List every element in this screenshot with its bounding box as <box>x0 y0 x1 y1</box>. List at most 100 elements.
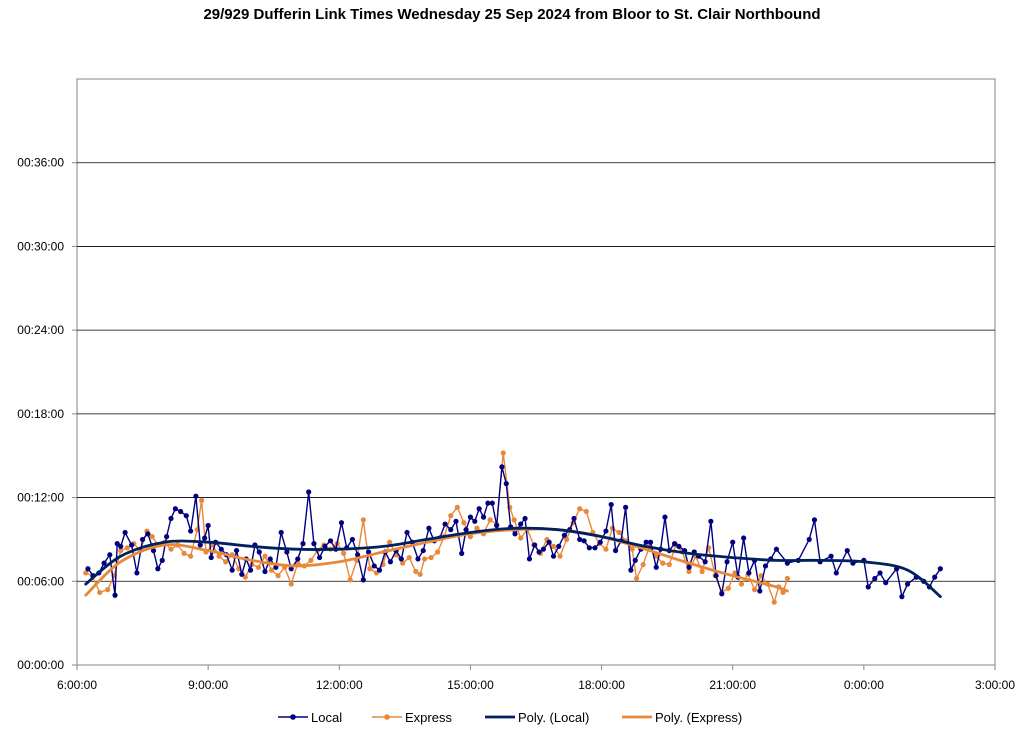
data-point-express <box>500 450 506 456</box>
data-point-local <box>581 538 587 544</box>
data-point-express <box>629 546 635 552</box>
data-point-local <box>85 566 91 572</box>
x-tick-label: 0:00:00 <box>844 678 884 692</box>
data-point-local <box>899 594 905 600</box>
data-point-local <box>355 552 361 558</box>
data-point-local <box>662 514 668 520</box>
data-point-local <box>536 549 542 555</box>
legend-marker <box>290 714 296 720</box>
data-point-express <box>124 545 130 551</box>
data-point-local <box>512 531 518 537</box>
data-point-express <box>168 546 174 552</box>
x-tick-label: 15:00:00 <box>447 678 494 692</box>
data-point-local <box>112 592 118 598</box>
data-point-local <box>463 527 469 533</box>
data-point-express <box>771 599 777 605</box>
trendline-poly-local- <box>84 526 942 598</box>
data-point-local <box>719 591 725 597</box>
data-point-express <box>149 534 155 540</box>
data-point-local <box>724 559 730 565</box>
data-point-local <box>360 577 366 583</box>
data-point-local <box>489 500 495 506</box>
data-point-local <box>828 553 834 559</box>
data-point-local <box>686 564 692 570</box>
data-point-express <box>428 554 434 561</box>
data-point-express <box>461 520 467 526</box>
data-point-express <box>288 581 294 587</box>
data-point-local <box>415 556 421 562</box>
data-point-express <box>550 543 557 550</box>
data-point-local <box>540 546 547 552</box>
data-point-express <box>511 517 517 523</box>
data-point-local <box>365 549 372 555</box>
data-point-local <box>295 556 301 562</box>
data-point-local <box>746 570 752 576</box>
data-point-express <box>603 546 609 552</box>
data-point-local <box>597 539 603 545</box>
data-point-express <box>738 581 745 587</box>
data-point-local <box>202 535 208 541</box>
data-point-local <box>229 567 235 573</box>
x-tick-label: 12:00:00 <box>316 678 363 692</box>
data-point-local <box>426 525 432 531</box>
data-point-local <box>155 566 161 572</box>
data-point-express <box>474 525 480 531</box>
data-point-local <box>218 546 224 552</box>
data-point-local <box>485 500 491 506</box>
x-tick-label: 6:00:00 <box>57 678 97 692</box>
data-point-local <box>376 567 383 573</box>
data-point-local <box>284 549 290 555</box>
data-point-express <box>417 571 423 577</box>
data-point-local <box>872 575 878 582</box>
data-point-local <box>702 559 708 565</box>
data-point-local <box>442 521 448 527</box>
data-point-local <box>503 481 509 487</box>
data-point-local <box>311 541 317 547</box>
data-point-express <box>686 568 692 575</box>
data-point-express <box>255 564 262 570</box>
data-point-local <box>757 588 763 594</box>
data-point-local <box>877 570 883 576</box>
data-point-local <box>773 546 780 552</box>
data-point-local <box>522 515 528 522</box>
data-point-local <box>188 528 194 534</box>
data-point-express <box>268 567 275 573</box>
y-tick-label: 00:24:00 <box>17 323 64 337</box>
data-point-express <box>784 575 790 582</box>
data-point-express <box>633 575 640 582</box>
chart-title: 29/929 Dufferin Link Times Wednesday 25 … <box>203 6 821 23</box>
data-point-local <box>612 547 619 554</box>
data-point-local <box>586 545 592 551</box>
data-point-express <box>421 556 428 562</box>
data-point-local <box>865 584 871 590</box>
data-point-express <box>262 553 268 559</box>
data-point-local <box>623 504 629 510</box>
data-point-local <box>172 506 178 512</box>
data-point-local <box>883 580 889 586</box>
data-point-local <box>193 493 199 499</box>
data-point-local <box>300 541 306 547</box>
data-point-express <box>188 553 194 559</box>
data-point-local <box>178 508 184 515</box>
data-point-local <box>288 566 294 572</box>
data-point-express <box>97 589 103 596</box>
x-tick-label: 9:00:00 <box>188 678 228 692</box>
data-point-local <box>168 515 174 522</box>
data-point-local <box>205 522 211 529</box>
data-point-local <box>526 556 533 562</box>
data-point-local <box>262 568 268 575</box>
data-point-local <box>571 515 577 522</box>
data-point-local <box>556 543 562 550</box>
y-tick-label: 00:30:00 <box>17 239 64 253</box>
data-point-express <box>448 513 454 519</box>
legend-item-express: Express <box>372 710 452 725</box>
grid-lines <box>77 162 995 582</box>
y-tick-label: 00:12:00 <box>17 491 64 505</box>
data-point-local <box>480 514 487 520</box>
trendline-poly-express- <box>84 527 789 597</box>
data-point-local <box>338 520 345 526</box>
data-point-local <box>197 542 203 548</box>
x-axis-ticks: 6:00:00 9:00:00 12:00:00 15:00:00 18:00:00 21… <box>57 665 1015 692</box>
data-point-local <box>159 557 165 563</box>
data-point-local <box>904 581 911 587</box>
